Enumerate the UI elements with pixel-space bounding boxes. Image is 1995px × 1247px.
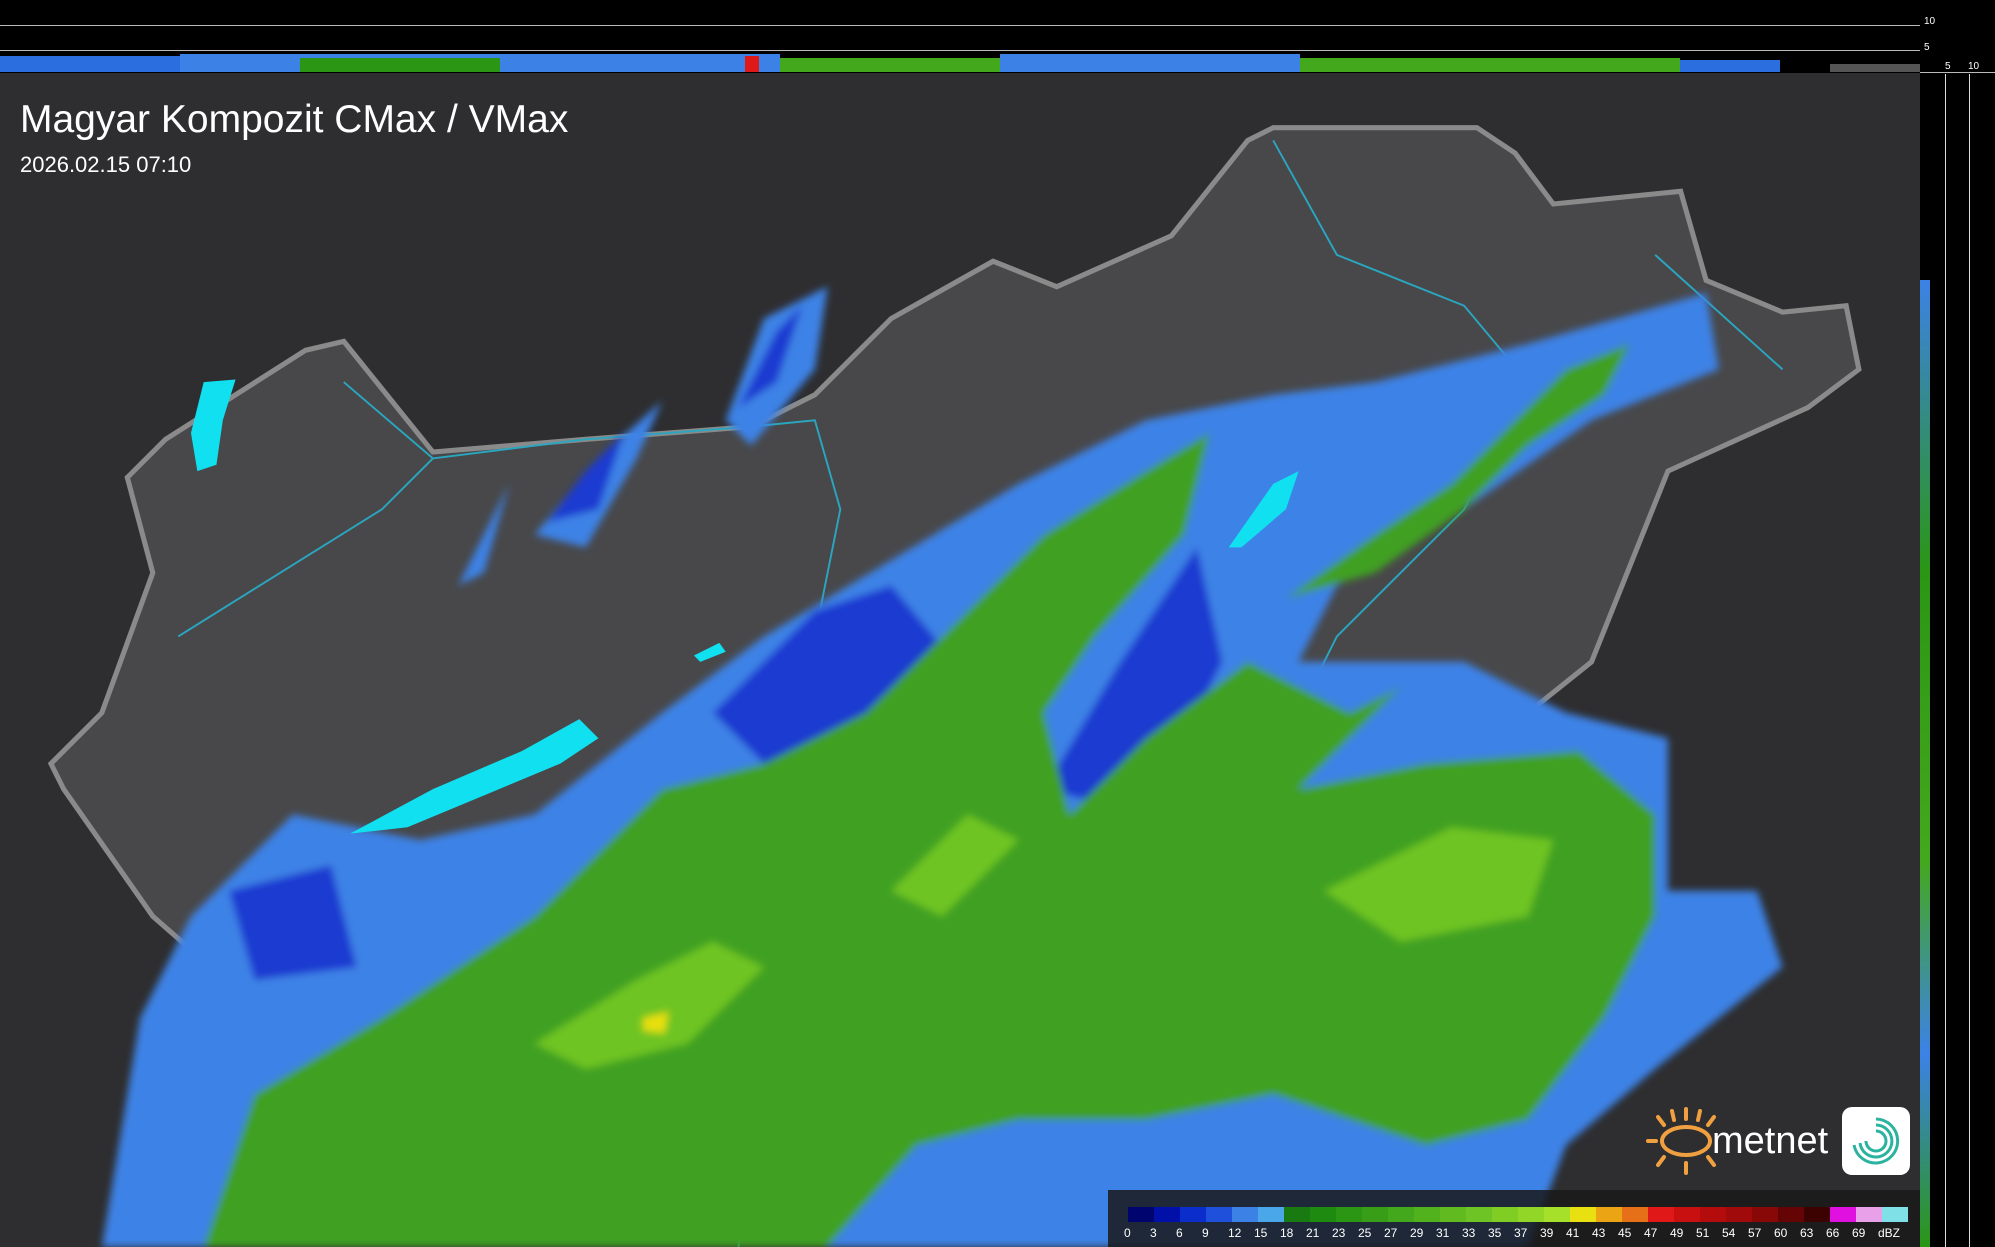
- legend-label: 35: [1488, 1226, 1502, 1240]
- right-profile-band: [1920, 280, 1930, 1247]
- metnet-wordmark: metnet: [1712, 1120, 1829, 1162]
- legend-swatch: [1856, 1207, 1882, 1222]
- legend-label: 41: [1566, 1226, 1580, 1240]
- swirl-icon: [1852, 1117, 1900, 1165]
- legend-label: 57: [1748, 1226, 1762, 1240]
- legend-label: 45: [1618, 1226, 1632, 1240]
- legend-label: 23: [1332, 1226, 1346, 1240]
- color-scale-legend: 0 3 6 9 12 15 18 21 23 25 27 29 31 33 35 37 39 41 43 45 47 49…: [1108, 1190, 1920, 1247]
- lakes: [190, 379, 1299, 834]
- lake-ferto: [190, 379, 236, 472]
- legend-swatch: [1882, 1207, 1908, 1222]
- top-profile-strip: [0, 0, 1920, 73]
- map-timestamp: 2026.02.15 07:10: [20, 152, 192, 177]
- legend-swatch: [1154, 1207, 1180, 1222]
- legend-label: 39: [1540, 1226, 1554, 1240]
- legend-label: 37: [1514, 1226, 1528, 1240]
- legend-label: 29: [1410, 1226, 1424, 1240]
- legend-swatch: [1310, 1207, 1336, 1222]
- legend-label: 51: [1696, 1226, 1710, 1240]
- lake-balaton: [350, 719, 599, 834]
- legend-label: 31: [1436, 1226, 1450, 1240]
- map-title: Magyar Kompozit CMax / VMax: [20, 98, 569, 141]
- right-profile-panel: 10 5 5 10: [1920, 0, 1995, 1247]
- legend-label: 63: [1800, 1226, 1814, 1240]
- legend-label: 27: [1384, 1226, 1398, 1240]
- legend-labels: 0 3 6 9 12 15 18 21 23 25 27 29 31 33 35 37 39 41 43 45 47 49…: [1124, 1226, 1904, 1240]
- legend-swatch: [1778, 1207, 1804, 1222]
- legend-label: 12: [1228, 1226, 1242, 1240]
- legend-label: 43: [1592, 1226, 1606, 1240]
- tick-label: 5: [1945, 61, 1951, 72]
- lake-velence: [693, 642, 726, 662]
- radar-map[interactable]: [0, 73, 1920, 1247]
- legend-swatch: [1388, 1207, 1414, 1222]
- gridline: [1945, 74, 1946, 1247]
- legend-swatch: [1258, 1207, 1284, 1222]
- legend-swatch: [1804, 1207, 1830, 1222]
- legend-swatch: [1674, 1207, 1700, 1222]
- legend-label: 33: [1462, 1226, 1476, 1240]
- gridline: [1920, 72, 1995, 73]
- legend-label: 6: [1176, 1226, 1183, 1240]
- legend-label: 69: [1852, 1226, 1866, 1240]
- gridline-10: [0, 25, 1920, 26]
- legend-label: 49: [1670, 1226, 1684, 1240]
- legend-label: 0: [1124, 1226, 1131, 1240]
- legend-swatch: [1232, 1207, 1258, 1222]
- legend-label: 3: [1150, 1226, 1157, 1240]
- lake-tisza: [1228, 471, 1299, 548]
- legend-label: 25: [1358, 1226, 1372, 1240]
- legend-swatch: [1284, 1207, 1310, 1222]
- swirl-icon-bg: [1842, 1107, 1910, 1175]
- legend-swatch: [1206, 1207, 1232, 1222]
- top-profile-band: [0, 54, 1920, 72]
- legend-label: 47: [1644, 1226, 1658, 1240]
- legend-swatch: [1128, 1207, 1154, 1222]
- tick-label: 10: [1968, 61, 1980, 72]
- legend-label: 9: [1202, 1226, 1209, 1240]
- legend-label: 54: [1722, 1226, 1736, 1240]
- legend-unit: dBZ: [1878, 1226, 1901, 1240]
- legend-swatch: [1752, 1207, 1778, 1222]
- metnet-logo: metnet: [1638, 1105, 1910, 1177]
- legend-label: 66: [1826, 1226, 1840, 1240]
- legend-swatch: [1492, 1207, 1518, 1222]
- legend-swatch: [1518, 1207, 1544, 1222]
- legend-color-bar: [1128, 1207, 1908, 1222]
- legend-swatch: [1830, 1207, 1856, 1222]
- legend-label: 21: [1306, 1226, 1320, 1240]
- legend-swatch: [1700, 1207, 1726, 1222]
- legend-swatch: [1596, 1207, 1622, 1222]
- legend-swatch: [1180, 1207, 1206, 1222]
- gridline-5: [0, 50, 1920, 51]
- legend-swatch: [1726, 1207, 1752, 1222]
- legend-label: 60: [1774, 1226, 1788, 1240]
- metnet-logo-graphic: metnet: [1646, 1107, 1910, 1175]
- legend-swatch: [1336, 1207, 1362, 1222]
- legend-label: 18: [1280, 1226, 1294, 1240]
- legend-swatch: [1570, 1207, 1596, 1222]
- tick-label: 5: [1924, 42, 1930, 53]
- legend-swatch: [1466, 1207, 1492, 1222]
- legend-swatch: [1622, 1207, 1648, 1222]
- tick-label: 10: [1924, 16, 1936, 27]
- legend-swatch: [1440, 1207, 1466, 1222]
- sun-icon: [1646, 1107, 1716, 1175]
- legend-swatch: [1414, 1207, 1440, 1222]
- legend-swatch: [1648, 1207, 1674, 1222]
- gridline: [1969, 74, 1970, 1247]
- legend-swatch: [1544, 1207, 1570, 1222]
- legend-label: 15: [1254, 1226, 1268, 1240]
- legend-swatch: [1362, 1207, 1388, 1222]
- rain-field: [101, 286, 1783, 1247]
